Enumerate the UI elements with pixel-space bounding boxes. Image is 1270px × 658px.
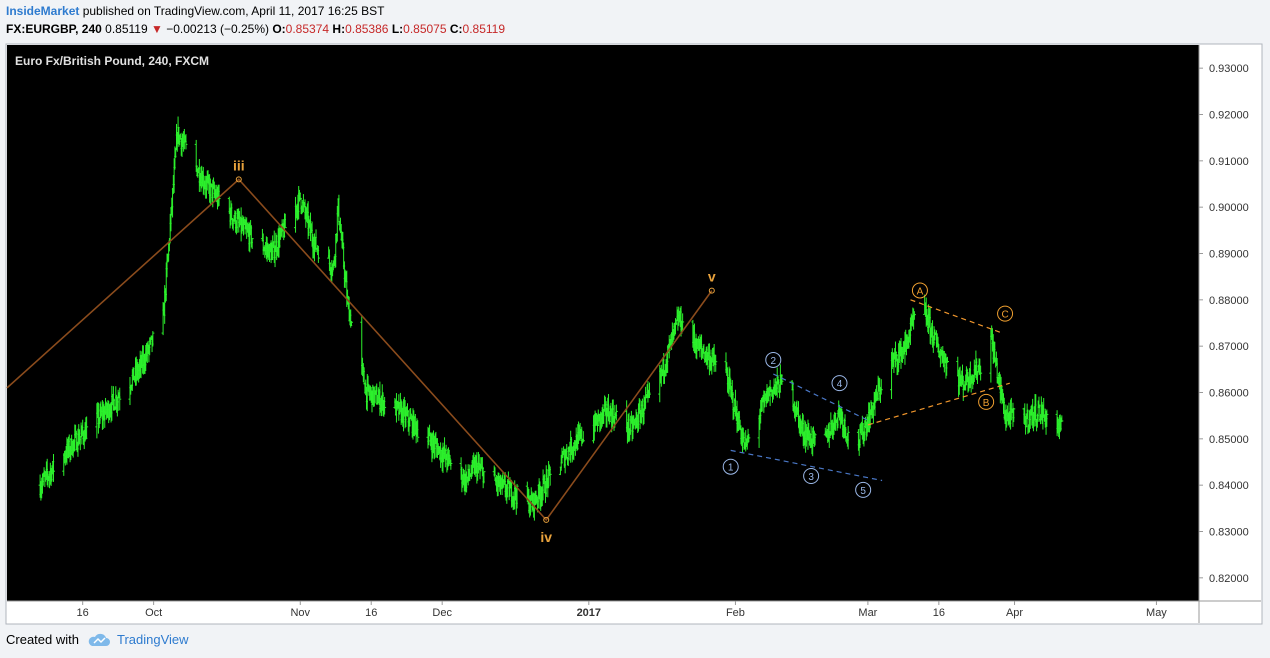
publisher-link[interactable]: InsideMarket [6,4,80,18]
close-label: C: [449,22,463,36]
open-value: 0.85374 [285,22,330,36]
published-text: published on TradingView.com, April 11, … [82,4,385,18]
ohlc-bars [38,116,1064,521]
wave-point-marker [543,516,550,523]
time-tick-label: Feb [726,607,745,619]
high-label: H: [332,22,346,36]
wave-line[interactable] [6,178,713,522]
created-with-text: Created with [6,632,79,647]
wave-label-circle [978,393,995,410]
symbol-label[interactable]: FX:EURGBP, 240 [6,22,102,36]
time-tick-label: Dec [432,607,452,619]
symbol-info-bar: FX:EURGBP, 240 0.85119 ▼ −0.00213 (−0.25… [6,22,505,36]
price-tick-label: 0.90000 [1209,202,1249,214]
chart-title: Euro Fx/British Pound, 240, FXCM [15,54,209,68]
wave-label-circle [831,375,848,392]
footer: Created with TradingView [6,632,189,647]
close-value: 0.85119 [462,22,506,36]
wave-label-circle [765,351,782,368]
time-tick-label: Nov [290,607,310,619]
wave-label-circle [803,468,820,484]
price-change: −0.00213 (−0.25%) [166,22,269,36]
wave-label: iv [540,529,552,545]
wave-lines [6,178,1010,522]
wave-label: 2 [771,356,777,367]
wave-label: iii [233,157,245,173]
wave-label: A [917,286,924,297]
tradingview-cloud-icon [88,633,110,646]
wave-label-circle [997,305,1014,322]
wave-line[interactable] [867,382,1010,426]
last-price: 0.85119 [105,22,148,36]
price-tick-label: 0.82000 [1209,573,1249,585]
down-arrow-icon: ▼ [151,22,163,36]
wave-point-marker [235,176,242,183]
price-tick-label: 0.88000 [1209,295,1249,307]
price-tick-label: 0.87000 [1209,341,1249,353]
wave-line[interactable] [910,299,1001,333]
publish-info: InsideMarket published on TradingView.co… [6,4,384,18]
wave-label: 1 [728,463,734,474]
wave-label-circle [911,282,928,299]
low-value: 0.85075 [403,22,447,36]
time-tick-label: 16 [365,607,377,619]
wave-labels: iii iv v 1 2 3 4 5 A B C [233,157,1014,545]
price-tick-label: 0.86000 [1209,388,1249,400]
plot-area[interactable] [7,45,1199,601]
wave-label: v [708,269,716,285]
time-tick-label: 2017 [577,607,601,619]
time-tick-label: 16 [77,607,89,619]
wave-line[interactable] [730,449,883,482]
open-label: O: [272,22,286,36]
time-tick-label: May [1146,607,1167,619]
wave-label: 3 [808,472,814,483]
wave-label: B [983,398,990,409]
price-tick-label: 0.84000 [1209,480,1249,492]
price-tick-label: 0.89000 [1209,249,1249,261]
wave-point-marker [708,287,715,294]
low-label: L: [391,22,404,36]
time-tick-label: Apr [1006,607,1023,619]
wave-label-circle [855,481,872,498]
wave-label: 5 [860,486,866,497]
price-axis: 0.93000 0.92000 0.91000 0.90000 0.89000 0.880… [1199,63,1249,585]
time-axis: 16 Oct Nov 16 Dec 2017 Feb Mar 16 Apr May [77,601,1167,619]
wave-label: 4 [837,379,843,390]
price-tick-label: 0.83000 [1209,527,1249,539]
tradingview-link[interactable]: TradingView [116,632,189,647]
high-value: 0.85386 [345,22,389,36]
time-tick-label: Oct [145,607,162,619]
price-tick-label: 0.85000 [1209,434,1249,446]
wave-label: C [1001,310,1008,321]
price-tick-label: 0.93000 [1209,63,1249,75]
time-tick-label: Mar [858,607,877,619]
time-tick-label: 16 [933,607,945,619]
price-tick-label: 0.92000 [1209,110,1249,122]
price-tick-label: 0.91000 [1209,156,1249,168]
wave-label-circle [722,458,739,475]
